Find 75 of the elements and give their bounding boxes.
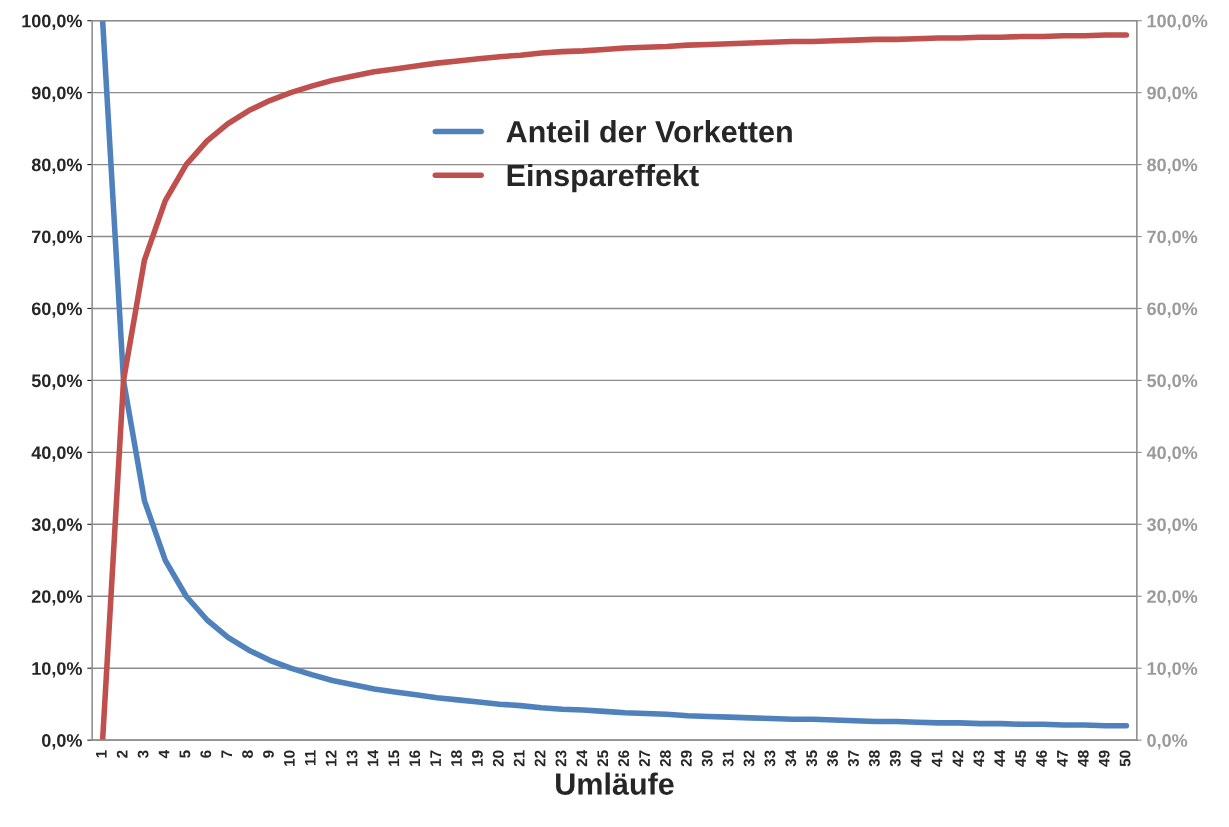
y2-tick-label: 20,0% xyxy=(1147,590,1198,606)
y-tick-label: 10,0% xyxy=(32,662,82,678)
x-tick-label: 29 xyxy=(680,750,692,767)
x-tick-label: 50 xyxy=(1119,750,1131,767)
y-tick-label: 40,0% xyxy=(31,446,82,462)
x-tick-label: 32 xyxy=(743,750,755,767)
x-tick-label: 23 xyxy=(555,750,567,767)
x-tick-label: 35 xyxy=(806,750,818,767)
x-tick-label: 20 xyxy=(492,750,504,767)
y2-tick-label: 80,0% xyxy=(1147,158,1198,174)
x-tick-label: 40 xyxy=(910,750,922,767)
x-tick-label: 21 xyxy=(513,750,525,767)
x-tick-label: 3 xyxy=(137,750,149,759)
x-tick-label: 27 xyxy=(639,750,650,767)
x-tick-label: 48 xyxy=(1077,750,1089,767)
x-tick-label: 47 xyxy=(1057,750,1068,767)
x-tick-label: 24 xyxy=(576,749,588,767)
y-tick-label: 0,0% xyxy=(42,734,82,750)
y-tick-label: 20,0% xyxy=(31,590,82,606)
legend-label: Einspareffekt xyxy=(507,163,699,193)
y2-tick-label: 60,0% xyxy=(1147,302,1198,318)
x-tick-label: 13 xyxy=(346,750,358,766)
x-tick-label: 38 xyxy=(868,750,880,767)
x-tick-label: 37 xyxy=(848,750,859,767)
x-tick-label: 9 xyxy=(263,750,274,758)
x-tick-label: 42 xyxy=(952,750,964,767)
x-tick-label: 19 xyxy=(471,750,483,766)
y-tick-label: 80,0% xyxy=(31,158,82,174)
x-tick-label: 17 xyxy=(430,750,441,766)
x-tick-label: 5 xyxy=(179,750,191,758)
x-tick-label: 11 xyxy=(304,750,316,766)
y-tick-label: 70,0% xyxy=(32,230,82,246)
x-tick-label: 30 xyxy=(701,750,713,767)
y-tick-label: 60,0% xyxy=(31,302,82,318)
x-tick-label: 14 xyxy=(367,749,379,766)
x-tick-label: 46 xyxy=(1036,750,1047,767)
x-tick-label: 25 xyxy=(597,750,609,767)
y2-tick-label: 40,0% xyxy=(1146,446,1198,462)
y2-tick-label: 0,0% xyxy=(1147,734,1188,750)
y2-tick-label: 90,0% xyxy=(1147,86,1198,102)
x-tick-label: 10 xyxy=(283,750,295,766)
x-tick-label: 12 xyxy=(325,750,337,766)
x-tick-label: 39 xyxy=(889,750,901,767)
x-tick-label: 2 xyxy=(116,750,128,758)
y2-tick-label: 30,0% xyxy=(1146,518,1198,534)
y-tick-label: 50,0% xyxy=(31,374,82,390)
x-tick-label: 44 xyxy=(994,749,1005,767)
x-tick-label: 31 xyxy=(722,750,734,767)
x-tick-label: 41 xyxy=(931,750,943,767)
x-tick-label: 34 xyxy=(785,749,797,767)
x-tick-label: 1 xyxy=(96,750,107,758)
y-tick-label: 100,0% xyxy=(22,14,82,31)
x-tick-label: 45 xyxy=(1015,750,1027,767)
y2-tick-label: 70,0% xyxy=(1147,230,1198,246)
x-tick-label: 28 xyxy=(660,750,671,767)
legend-label: Anteil der Vorketten xyxy=(506,120,792,143)
x-tick-label: 22 xyxy=(534,750,546,767)
x-tick-label: 8 xyxy=(242,750,253,758)
y2-tick-label: 100,0% xyxy=(1147,14,1208,31)
x-tick-label: 26 xyxy=(618,750,630,767)
x-axis-title: Umläufe xyxy=(556,772,674,795)
y-tick-label: 30,0% xyxy=(31,518,82,534)
x-tick-label: 43 xyxy=(973,750,985,767)
y2-tick-label: 10,0% xyxy=(1147,662,1198,678)
x-tick-label: 4 xyxy=(158,749,170,759)
y-tick-label: 90,0% xyxy=(31,86,82,102)
x-tick-label: 16 xyxy=(409,750,421,766)
x-tick-label: 49 xyxy=(1098,750,1110,767)
x-tick-label: 6 xyxy=(200,750,212,758)
x-tick-label: 36 xyxy=(827,750,838,767)
x-tick-label: 33 xyxy=(764,750,776,767)
x-tick-label: 7 xyxy=(221,750,232,758)
x-tick-label: 15 xyxy=(388,750,400,766)
y2-tick-label: 50,0% xyxy=(1147,374,1198,390)
x-tick-label: 18 xyxy=(451,750,462,766)
